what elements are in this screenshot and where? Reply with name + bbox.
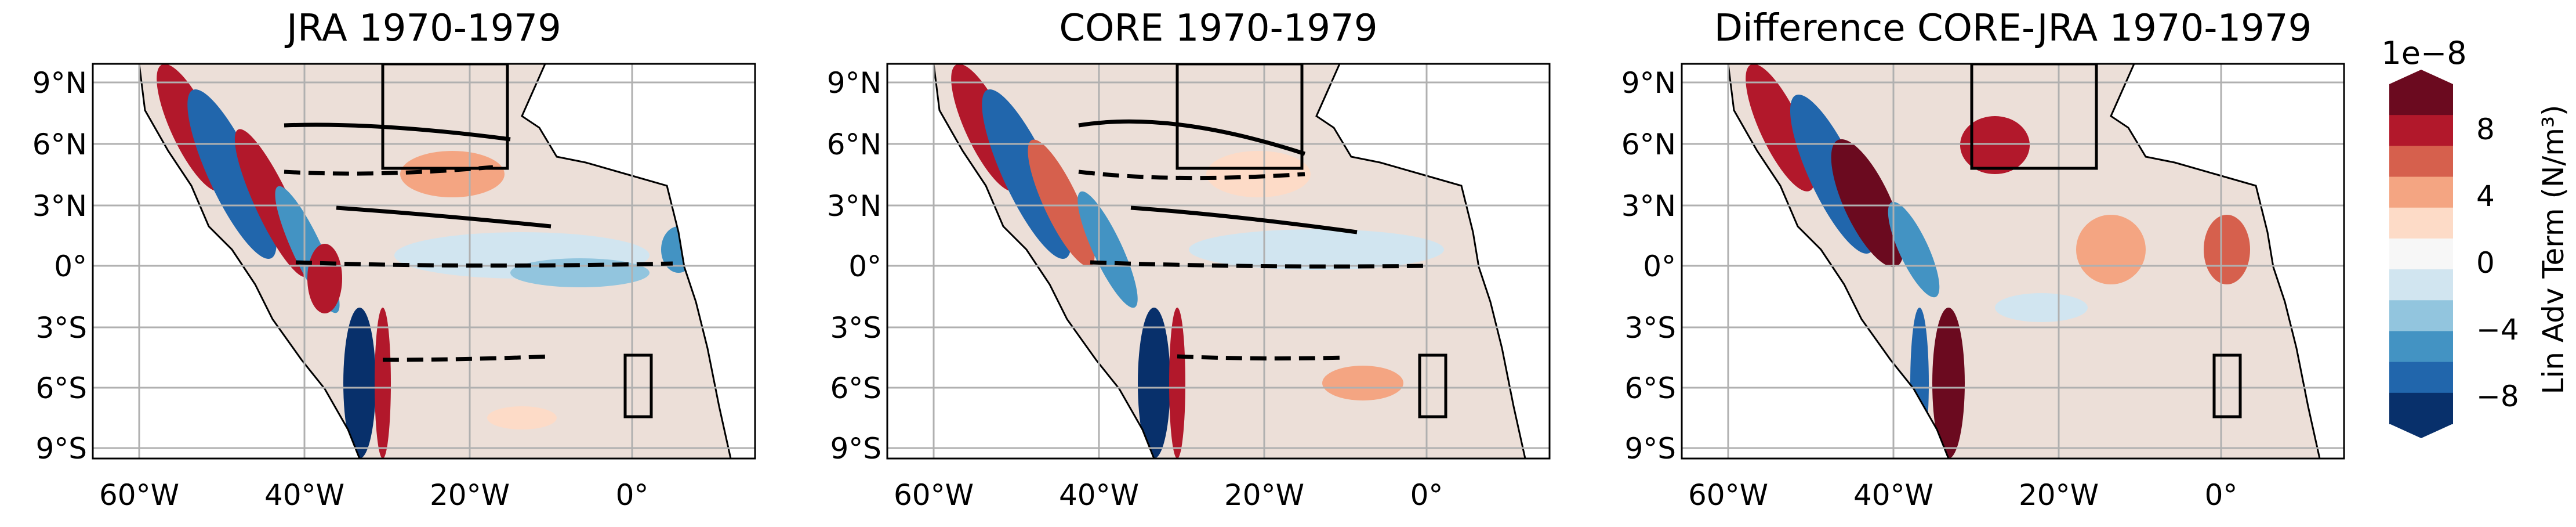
gridlines [93, 64, 755, 459]
svg-text:9°N: 9°N [32, 66, 87, 100]
anomaly-field [157, 64, 696, 459]
map-panel-jra: 9°N 6°N 3°N 0° 3°S 6°S 9°S 60°W 40°W 20°… [32, 63, 756, 512]
colorbar-swatch [2389, 146, 2453, 178]
svg-text:6°N: 6°N [32, 128, 87, 161]
svg-text:60°W: 60°W [1688, 478, 1768, 512]
svg-text:9°S: 9°S [1624, 432, 1676, 465]
y-axis-ticks: 9°N 6°N 3°N 0° 3°S 6°S 9°S [1621, 66, 1676, 465]
colorbar-swatch [2389, 392, 2453, 424]
svg-text:0°: 0° [54, 250, 87, 283]
svg-text:0°: 0° [2205, 478, 2238, 512]
svg-text:4: 4 [2476, 179, 2495, 213]
svg-text:40°W: 40°W [1853, 478, 1933, 512]
x-axis-ticks: 60°W 40°W 20°W 0° [894, 478, 1443, 512]
svg-text:6°S: 6°S [1624, 371, 1676, 405]
colorbar-swatch [2389, 362, 2453, 394]
svg-text:9°S: 9°S [35, 432, 87, 465]
colorbar-label: Lin Adv Term (N/m³) [2537, 105, 2570, 395]
svg-text:9°N: 9°N [1621, 66, 1676, 100]
svg-text:20°W: 20°W [1224, 478, 1304, 512]
svg-text:20°W: 20°W [2019, 478, 2099, 512]
colorbar-swatch [2389, 84, 2453, 116]
svg-text:0°: 0° [848, 250, 881, 283]
y-axis-ticks: 9°N 6°N 3°N 0° 3°S 6°S 9°S [827, 66, 881, 465]
svg-text:0: 0 [2476, 246, 2495, 280]
x-axis-ticks: 60°W 40°W 20°W 0° [1688, 478, 2237, 512]
svg-text:9°N: 9°N [827, 66, 881, 100]
colorbar-exponent: 1e−8 [2381, 35, 2466, 71]
panel-title-core: CORE 1970-1979 [1059, 7, 1378, 50]
svg-text:3°S: 3°S [1624, 311, 1676, 345]
colorbar-swatch [2389, 331, 2453, 363]
colorbar-swatch [2389, 115, 2453, 147]
map-panel-difference: 9°N 6°N 3°N 0° 3°S 6°S 9°S 60°W 40°W 20°… [1621, 63, 2345, 512]
svg-text:60°W: 60°W [99, 478, 179, 512]
y-axis-ticks: 9°N 6°N 3°N 0° 3°S 6°S 9°S [32, 66, 87, 465]
svg-text:6°N: 6°N [1621, 128, 1676, 161]
region-box-north [381, 64, 509, 170]
svg-text:−4: −4 [2476, 313, 2519, 346]
svg-text:20°W: 20°W [430, 478, 510, 512]
contour-lines [284, 122, 673, 362]
svg-text:9°S: 9°S [830, 432, 881, 465]
svg-text:6°S: 6°S [830, 371, 881, 405]
svg-text:8: 8 [2476, 113, 2495, 146]
svg-text:0°: 0° [1410, 478, 1443, 512]
svg-text:6°S: 6°S [35, 371, 87, 405]
region-box-south [623, 353, 653, 418]
svg-text:−8: −8 [2476, 380, 2519, 413]
map-panel-core: 9°N 6°N 3°N 0° 3°S 6°S 9°S 60°W 40°W 20°… [827, 63, 1551, 512]
svg-text:60°W: 60°W [894, 478, 974, 512]
svg-text:40°W: 40°W [264, 478, 344, 512]
colorbar-swatches [2389, 70, 2453, 438]
colorbar-extend-top [2389, 70, 2453, 84]
x-axis-ticks: 60°W 40°W 20°W 0° [99, 478, 648, 512]
colorbar-swatch [2389, 207, 2453, 239]
svg-text:3°N: 3°N [1621, 189, 1676, 223]
colorbar-swatch [2389, 300, 2453, 332]
colorbar-swatch [2389, 238, 2453, 270]
region-box-south [1418, 353, 1447, 418]
panel-title-jra: JRA 1970-1979 [286, 7, 561, 50]
contour-lines [1078, 119, 1427, 361]
region-box-south [2212, 353, 2242, 418]
svg-text:0°: 0° [1643, 250, 1676, 283]
region-box-north [1970, 64, 2098, 170]
colorbar-swatch [2389, 269, 2453, 301]
colorbar-ticks: 8 4 0 −4 −8 [2476, 113, 2519, 413]
colorbar-extend-bottom [2389, 424, 2453, 438]
svg-text:3°S: 3°S [830, 311, 881, 345]
svg-text:6°N: 6°N [827, 128, 881, 161]
svg-text:40°W: 40°W [1059, 478, 1139, 512]
colorbar: 1e−8 8 4 0 −4 −8 Lin Adv Term (N/m³) [2381, 35, 2570, 438]
svg-text:3°S: 3°S [35, 311, 87, 345]
region-box-north [1175, 64, 1304, 170]
svg-text:3°N: 3°N [32, 189, 87, 223]
svg-text:0°: 0° [616, 478, 649, 512]
svg-text:3°N: 3°N [827, 189, 881, 223]
panel-title-difference: Difference CORE-JRA 1970-1979 [1714, 7, 2312, 50]
colorbar-swatch [2389, 176, 2453, 208]
land-africa [521, 64, 755, 459]
